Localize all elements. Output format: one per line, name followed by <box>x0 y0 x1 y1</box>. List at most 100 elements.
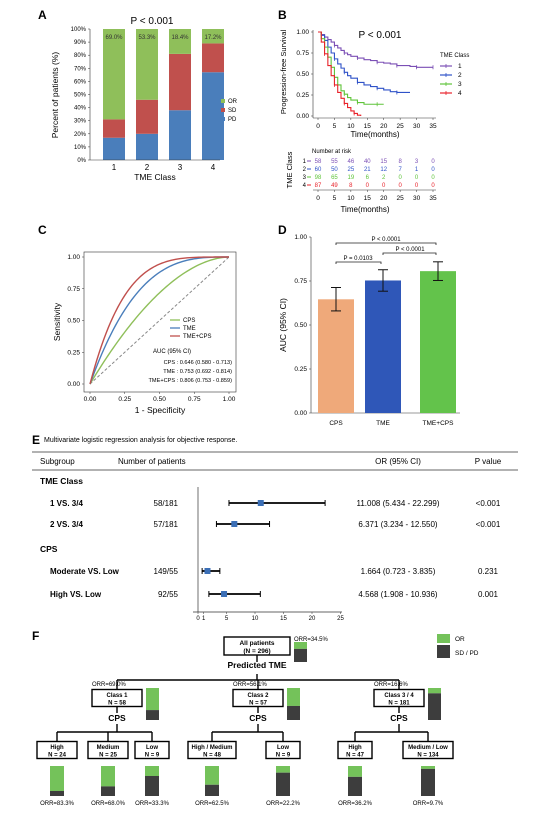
tree-class-1-box <box>91 688 143 708</box>
tree-root-orr: ORR=34.5% <box>294 637 329 643</box>
panel-b-y-label: Progression-free Survival <box>279 30 288 115</box>
forest-p-value: 0.001 <box>478 590 499 599</box>
risk-x-tick-label: 10 <box>347 195 355 202</box>
tree-class-3-title: Class 3 / 4 <box>384 693 414 699</box>
legend-label-sd: SD <box>228 108 237 114</box>
forest-p-value: <0.001 <box>476 499 501 508</box>
tree-leaf-5-orr: ORR=22.2% <box>266 801 301 807</box>
forest-x-tick-label: 20 <box>309 616 316 622</box>
tree-leaf-2-box <box>87 740 129 760</box>
panel-b-y-tick-label: 0.50 <box>296 71 309 78</box>
risk-cell: 21 <box>364 167 371 173</box>
panel-a-p-value: P < 0.001 <box>131 16 174 27</box>
panel-e: E Multivariate logistic regression analy… <box>32 433 518 622</box>
tree-class-1-bar-sdpd-segment <box>146 710 159 720</box>
data-label-2: 53.3% <box>138 35 156 41</box>
panel-a-y-tick-label: 70% <box>74 66 87 72</box>
panel-a-y-tick-label: 100% <box>71 27 87 33</box>
bar-segment-sd-1 <box>103 119 125 138</box>
tree-leaf-1-orr: ORR=83.3% <box>40 801 75 807</box>
risk-cell: 2 <box>382 175 386 181</box>
auc-line-tme: TME : 0.753 (0.692 - 0.814) <box>163 369 232 375</box>
auc-bar-tme-cps <box>420 271 456 413</box>
risk-cell: 8 <box>398 159 402 165</box>
forest-row-n: 58/181 <box>154 499 179 508</box>
risk-cell: 0 <box>431 183 435 189</box>
panel-d-x-ticks: CPS TME TME+CPS <box>329 420 454 427</box>
tree-leaf-6-box <box>337 740 373 760</box>
risk-cell: 50 <box>331 167 338 173</box>
forest-or-text: 11.008 (5.434 - 22.299) <box>356 499 439 508</box>
panel-b-x-tick-label: 25 <box>397 123 405 130</box>
auc-title: AUC (95% CI) <box>153 349 191 355</box>
forest-row-label: High VS. Low <box>50 590 102 599</box>
tree-class-2-bar-sdpd-segment <box>287 705 300 720</box>
tree-leaf-2-orr: ORR=68.0% <box>91 801 126 807</box>
panel-a-y-tick-label: 30% <box>74 119 87 125</box>
bar-segment-sd-4 <box>202 43 224 73</box>
tree-leaf-6-count: N = 47 <box>346 753 365 759</box>
panel-a-x-tick-label: 2 <box>145 163 150 172</box>
tree-leaf-3-bar-or-segment <box>145 766 159 776</box>
panel-d-x-tick-label: CPS <box>329 420 343 427</box>
panel-b-x-tick-label: 30 <box>413 123 421 130</box>
panel-label-c: C <box>38 223 47 237</box>
bracket-cps-tme <box>335 261 382 264</box>
tree-leaf-4-bar-sdpd-segment <box>205 784 219 796</box>
panel-label-f: F <box>32 629 39 643</box>
tree-class-2-count: N = 57 <box>249 701 268 707</box>
panel-a-y-tick-label: 90% <box>74 40 87 46</box>
panel-a: A P < 0.001 0% 10% 20% 30% 40% 50% 60% 70% 80% 90… <box>38 8 238 182</box>
tree-leaf-4-box <box>187 740 237 760</box>
forest-point <box>257 500 264 506</box>
risk-row-class-label: 3 <box>303 175 307 181</box>
legend-swatch-sd <box>221 108 225 112</box>
roc-curve-cps <box>89 256 230 385</box>
panel-c-y-tick-label: 0.00 <box>67 381 80 388</box>
tree-root-title: All patients <box>239 640 274 647</box>
legend-swatch-or-f <box>437 634 450 643</box>
risk-cell: 0 <box>398 183 402 189</box>
tree-leaf-3-bar-sdpd-segment <box>145 775 159 796</box>
panel-c-x-tick-label: 1.00 <box>223 396 236 403</box>
forest-point <box>204 568 211 574</box>
risk-table-x-ticks: 0 5 10 15 20 25 30 35 <box>316 190 437 202</box>
legend-label-cps: CPS <box>183 318 195 324</box>
header-or: OR (95% CI) <box>375 457 421 466</box>
forest-row-n: 92/55 <box>158 590 179 599</box>
legend-label-tme: TME <box>183 326 196 332</box>
panel-a-x-tick-label: 3 <box>178 163 183 172</box>
forest-or-text: 1.664 (0.723 - 3.835) <box>361 567 436 576</box>
tree-class-3-box <box>373 688 425 708</box>
panel-b: B P < 0.001 0.000.250.500.751.00 0 5 10 15 2… <box>278 8 469 214</box>
risk-cell: 12 <box>380 167 387 173</box>
auc-line-tme-cps: TME+CPS : 0.806 (0.753 - 0.859) <box>149 378 233 384</box>
risk-cell: 0 <box>398 175 402 181</box>
tree-leaf-6-title: High <box>348 745 362 751</box>
risk-x-tick-label: 35 <box>429 195 437 202</box>
risk-cell: 6 <box>366 175 370 181</box>
panel-a-y-tick-label: 10% <box>74 145 87 151</box>
legend-swatch-or <box>221 99 225 103</box>
forest-row-label: Moderate VS. Low <box>50 567 120 576</box>
predicted-tme-label: Predicted TME <box>227 660 286 670</box>
risk-cell: 8 <box>349 183 353 189</box>
forest-p-value: 0.231 <box>478 567 499 576</box>
km-curve-class-2 <box>318 31 410 94</box>
panel-f: F OR SD / PD All patients(N = 296) ORR=34… <box>32 629 479 807</box>
panel-label-d: D <box>278 223 287 237</box>
tree-leaf-7-bar-or-segment <box>421 766 435 769</box>
panel-b-y-tick-label: 1.00 <box>296 29 309 36</box>
risk-cell: 65 <box>331 175 338 181</box>
legend-label-class-2: 2 <box>458 72 462 79</box>
panel-a-y-label: Percent of patients (%) <box>50 52 60 139</box>
panel-d-y-ticks: 0.00 0.25 0.50 0.75 1.00 <box>294 234 311 417</box>
comparison-tme-both: P < 0.0001 <box>395 247 425 253</box>
bar-segment-or-3 <box>169 29 191 54</box>
panel-c-x-tick-label: 0.75 <box>188 396 201 403</box>
risk-cell: 7 <box>398 167 402 173</box>
tree-leaf-6-bar-sdpd-segment <box>348 776 362 796</box>
forest-row-label: 2 VS. 3/4 <box>50 520 83 529</box>
panel-f-legend: OR SD / PD <box>437 634 479 658</box>
